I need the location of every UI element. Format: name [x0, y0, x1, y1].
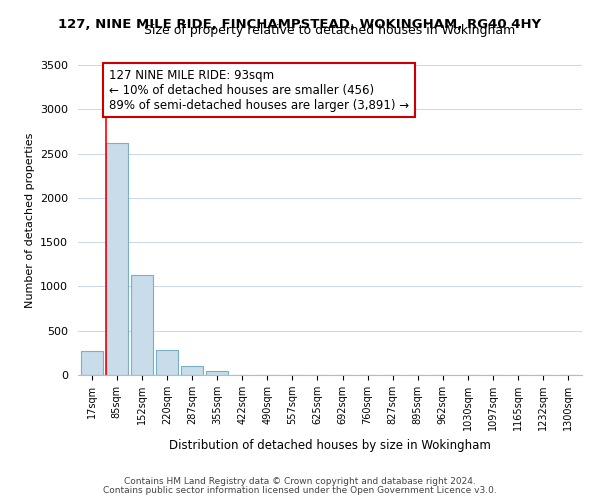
Bar: [80, 350, 103, 375]
Bar: [206, 371, 229, 375]
Bar: [181, 366, 203, 375]
Text: Contains public sector information licensed under the Open Government Licence v3: Contains public sector information licen…: [103, 486, 497, 495]
Bar: [131, 275, 153, 375]
Bar: [106, 143, 128, 375]
Bar: [156, 350, 178, 375]
Text: 127 NINE MILE RIDE: 93sqm
← 10% of detached houses are smaller (456)
89% of semi: 127 NINE MILE RIDE: 93sqm ← 10% of detac…: [109, 68, 409, 112]
X-axis label: Distribution of detached houses by size in Wokingham: Distribution of detached houses by size …: [169, 438, 491, 452]
Y-axis label: Number of detached properties: Number of detached properties: [25, 132, 35, 308]
Text: Contains HM Land Registry data © Crown copyright and database right 2024.: Contains HM Land Registry data © Crown c…: [124, 477, 476, 486]
Title: Size of property relative to detached houses in Wokingham: Size of property relative to detached ho…: [145, 24, 515, 38]
Text: 127, NINE MILE RIDE, FINCHAMPSTEAD, WOKINGHAM, RG40 4HY: 127, NINE MILE RIDE, FINCHAMPSTEAD, WOKI…: [58, 18, 542, 30]
